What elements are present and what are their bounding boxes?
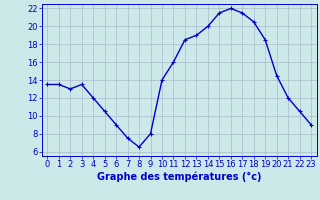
X-axis label: Graphe des températures (°c): Graphe des températures (°c) bbox=[97, 172, 261, 182]
